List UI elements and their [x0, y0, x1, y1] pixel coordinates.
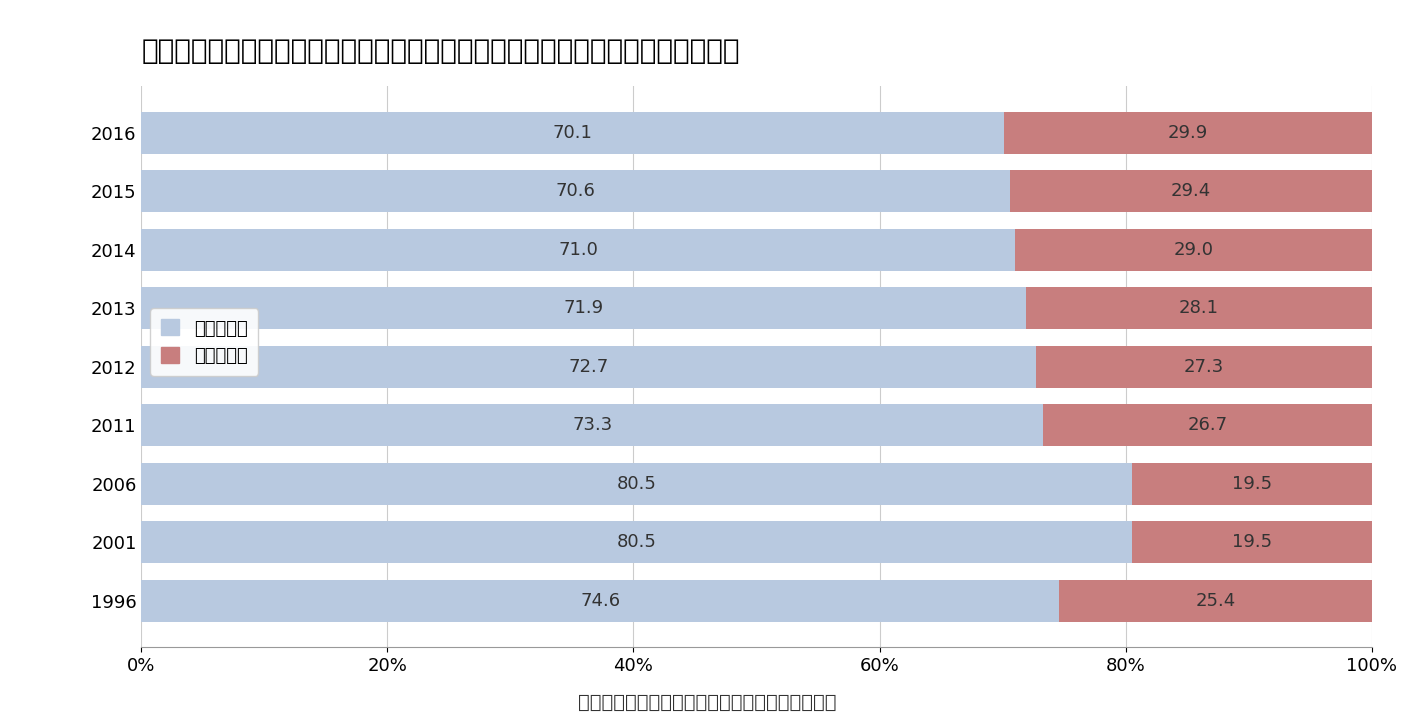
Bar [141, 462, 1131, 505]
Text: 25.4: 25.4 [1195, 592, 1236, 610]
Bar [141, 521, 1131, 563]
Bar [1015, 229, 1372, 271]
Text: 28.1: 28.1 [1179, 299, 1219, 317]
Text: 26.7: 26.7 [1188, 416, 1227, 434]
Text: 19.5: 19.5 [1232, 475, 1271, 493]
Bar [1035, 346, 1372, 388]
Bar [1059, 580, 1372, 622]
Text: 73.3: 73.3 [573, 416, 612, 434]
Text: 29.4: 29.4 [1171, 183, 1210, 201]
Text: 74.6: 74.6 [580, 592, 621, 610]
Bar [1027, 287, 1372, 329]
Text: 19.5: 19.5 [1232, 533, 1271, 551]
Text: 29.9: 29.9 [1168, 124, 1208, 142]
Bar [141, 229, 1015, 271]
Bar [1044, 404, 1372, 446]
Bar [1010, 170, 1372, 212]
Text: 『図表３』国際結婚における日本人妻カップルと日本人夫カップルの割合の変化: 『図表３』国際結婚における日本人妻カップルと日本人夫カップルの割合の変化 [141, 37, 740, 65]
Text: 27.3: 27.3 [1184, 357, 1223, 376]
Bar [141, 287, 1027, 329]
Text: 資料）厄生労働省「人口動態統計」より筆者作成: 資料）厄生労働省「人口動態統計」より筆者作成 [578, 693, 836, 712]
Text: 71.0: 71.0 [559, 241, 598, 259]
Text: 70.6: 70.6 [556, 183, 595, 201]
Bar [141, 170, 1010, 212]
Bar [1131, 521, 1372, 563]
Text: 71.9: 71.9 [564, 299, 604, 317]
Text: 80.5: 80.5 [617, 475, 656, 493]
Text: 29.0: 29.0 [1174, 241, 1213, 259]
Bar [141, 346, 1035, 388]
Bar [1131, 462, 1372, 505]
Text: 70.1: 70.1 [553, 124, 592, 142]
Bar [141, 111, 1004, 154]
Legend: 夫が日本人, 妻が日本人: 夫が日本人, 妻が日本人 [150, 308, 259, 375]
Bar [141, 580, 1059, 622]
Bar [1004, 111, 1372, 154]
Bar [141, 404, 1044, 446]
Text: 72.7: 72.7 [568, 357, 608, 376]
Text: 80.5: 80.5 [617, 533, 656, 551]
